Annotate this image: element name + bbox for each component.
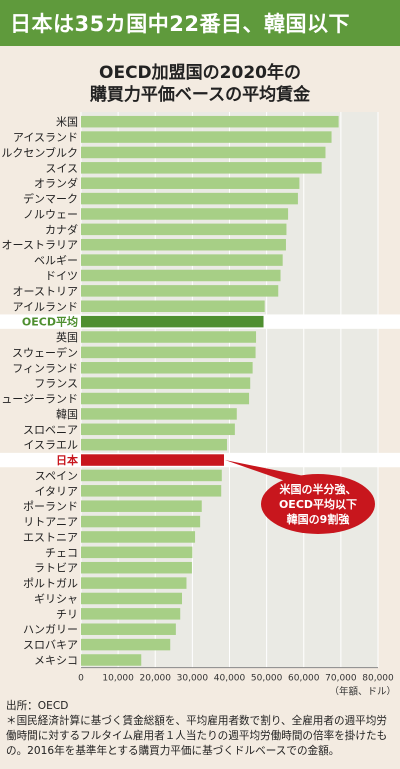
bar — [81, 561, 192, 574]
bar — [81, 177, 300, 189]
bar — [81, 423, 235, 436]
bar — [81, 546, 193, 559]
category-label: リトアニア — [23, 516, 78, 529]
x-tick-label: 70,000 — [325, 674, 357, 684]
category-label: アイスランド — [13, 131, 78, 144]
category-label: ハンガリー — [23, 623, 78, 636]
bar — [81, 531, 196, 543]
bar — [81, 454, 224, 466]
source-note: 出所：OECD — [6, 700, 69, 712]
bar — [81, 469, 222, 482]
category-label: スロベニア — [23, 423, 78, 436]
category-label: エストニア — [23, 531, 78, 544]
bar — [81, 485, 222, 497]
category-label: OECD平均 — [22, 315, 78, 329]
bar — [81, 577, 187, 589]
category-label: デンマーク — [23, 192, 78, 206]
callout-line2: OECD平均以下 — [279, 497, 357, 511]
bar — [81, 146, 326, 159]
bar — [81, 592, 183, 605]
category-label: ラトビア — [34, 562, 78, 575]
bar — [81, 115, 339, 128]
x-tick-label: 50,000 — [251, 674, 283, 684]
bar-chart: 米国アイスランドルクセンブルクスイスオランダデンマークノルウェーカナダオーストラ… — [0, 112, 400, 696]
chart-title-line1: OECD加盟国の2020年の — [99, 63, 301, 83]
callout-bubble — [261, 474, 375, 534]
bar — [81, 285, 279, 297]
category-label: ベルギー — [34, 254, 78, 267]
category-label: アイルランド — [13, 300, 78, 313]
category-label: スペイン — [35, 469, 78, 482]
bar — [81, 254, 283, 266]
category-label: スロバキア — [23, 639, 78, 652]
callout-line3: 韓国の9割強 — [287, 512, 350, 526]
footnote: ＊国民経済計算に基づく賃金総額を、平均雇用者数で割り、全雇用者の週平均労働時間に… — [6, 715, 388, 757]
bar — [81, 654, 142, 666]
category-label: ノルウェー — [23, 208, 78, 221]
bar — [81, 300, 265, 312]
headline: 日本は35カ国中22番目、韓国以下 — [0, 0, 400, 46]
category-label: チリ — [56, 608, 78, 621]
bar — [81, 208, 289, 220]
bar — [81, 500, 202, 512]
bar — [81, 408, 237, 420]
bar — [81, 346, 256, 359]
x-tick-label: 20,000 — [140, 674, 172, 684]
callout-pointer — [224, 460, 304, 482]
category-label: イスラエル — [23, 439, 78, 452]
category-label: ニュージーランド — [0, 393, 78, 406]
category-label: ポルトガル — [23, 577, 78, 590]
category-label: ギリシャ — [34, 592, 78, 605]
x-tick-label: 60,000 — [288, 674, 320, 684]
category-label: オランダ — [34, 176, 78, 190]
category-label: 英国 — [56, 330, 78, 344]
bar — [81, 623, 176, 635]
x-tick-label: 30,000 — [177, 674, 209, 684]
bar — [81, 638, 171, 651]
category-label: スウェーデン — [12, 345, 78, 359]
bar — [81, 238, 286, 251]
bar — [81, 131, 332, 143]
category-label: イタリア — [34, 485, 78, 498]
x-tick-label: 80,000 — [362, 674, 394, 684]
category-label: チェコ — [45, 546, 78, 559]
category-label: オーストラリア — [2, 239, 78, 252]
category-label: フランス — [34, 377, 78, 390]
footer: 出所：OECD ＊国民経済計算に基づく賃金総額を、平均雇用者数で割り、全雇用者の… — [6, 699, 396, 759]
x-axis-label: （年額、ドル） — [329, 686, 396, 696]
category-label: 韓国 — [56, 408, 78, 421]
category-label: スイス — [45, 162, 78, 175]
bar — [81, 223, 287, 236]
x-tick-label: 40,000 — [214, 674, 246, 684]
category-label: 日本 — [56, 453, 78, 467]
bar — [81, 608, 181, 620]
bar — [81, 362, 253, 374]
category-label: ルクセンブルク — [1, 145, 78, 159]
bar — [81, 192, 298, 205]
category-label: オーストリア — [13, 285, 78, 298]
bar — [81, 162, 322, 174]
x-tick-label: 10,000 — [102, 674, 134, 684]
category-label: ドイツ — [45, 269, 78, 282]
bar — [81, 315, 264, 328]
bar — [81, 392, 250, 405]
bar — [81, 438, 227, 451]
x-tick-label: 0 — [78, 674, 84, 684]
category-label: メキシコ — [34, 654, 78, 667]
bar — [81, 269, 281, 282]
category-label: 米国 — [56, 116, 78, 129]
category-label: フィンランド — [12, 362, 78, 375]
bar — [81, 377, 251, 389]
bar — [81, 515, 201, 528]
bar — [81, 331, 257, 343]
callout-line1: 米国の半分強、 — [279, 482, 357, 496]
chart-title-line2: 購買力平価ベースの平均賃金 — [89, 85, 311, 105]
category-label: ポーランド — [23, 500, 78, 513]
category-label: カナダ — [45, 222, 78, 236]
